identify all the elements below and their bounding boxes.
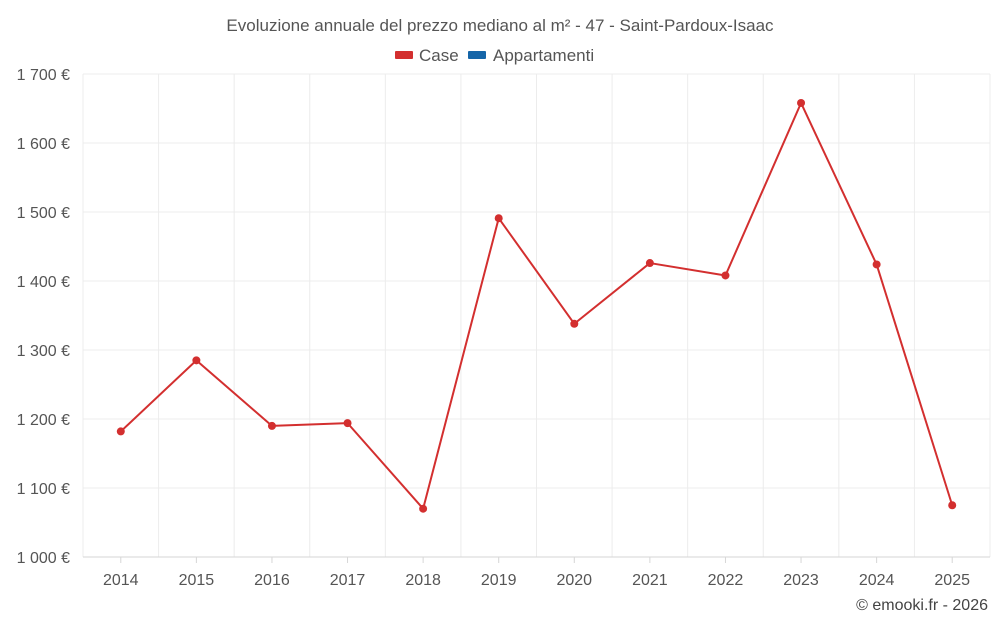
grid	[82, 73, 991, 557]
credit-text: © emooki.fr - 2026	[856, 597, 988, 614]
x-tick-label: 2015	[179, 572, 215, 589]
data-point-case[interactable]	[192, 356, 201, 365]
legend-item-case[interactable]: Case	[395, 46, 459, 65]
data-point-case[interactable]	[948, 501, 957, 510]
data-point-case[interactable]	[645, 259, 654, 268]
y-tick-label: 1 100 €	[17, 481, 70, 498]
y-tick-label: 1 300 €	[17, 343, 70, 360]
x-tick-label: 2025	[934, 572, 970, 589]
y-tick-label: 1 600 €	[17, 136, 70, 153]
data-point-case[interactable]	[343, 419, 352, 428]
y-tick-label: 1 400 €	[17, 274, 70, 291]
series-line-case	[120, 101, 954, 510]
x-tick-label: 2016	[254, 572, 290, 589]
series-case	[116, 98, 957, 513]
data-point-case[interactable]	[721, 271, 730, 280]
x-axis: 2014 2015 2016 2017 2018 2019 2020 2021 2022 2023…	[83, 556, 990, 589]
x-tick-label: 2023	[783, 572, 819, 589]
y-tick-label: 1 500 €	[17, 205, 70, 222]
x-tick-label: 2017	[330, 572, 366, 589]
chart-title: Evoluzione annuale del prezzo mediano al…	[226, 16, 774, 35]
x-tick-label: 2021	[632, 572, 668, 589]
data-point-case[interactable]	[872, 260, 881, 269]
data-point-case[interactable]	[419, 504, 428, 513]
data-point-case[interactable]	[494, 214, 503, 223]
x-tick-label: 2019	[481, 572, 517, 589]
legend-swatch-appartamenti	[468, 51, 486, 59]
y-axis: 1 000 € 1 100 € 1 200 € 1 300 € 1 400 € 1 500…	[17, 67, 70, 567]
data-point-case[interactable]	[570, 319, 579, 328]
x-tick-label: 2018	[405, 572, 441, 589]
legend-label-appartamenti: Appartamenti	[493, 46, 594, 65]
data-point-case[interactable]	[267, 421, 276, 430]
y-tick-label: 1 000 €	[17, 550, 70, 567]
data-point-case[interactable]	[797, 98, 806, 107]
legend: Case Appartamenti	[395, 46, 594, 65]
x-tick-label: 2020	[556, 572, 592, 589]
x-tick-label: 2014	[103, 572, 139, 589]
legend-label-case: Case	[419, 46, 459, 65]
x-tick-label: 2024	[859, 572, 895, 589]
y-tick-label: 1 700 €	[17, 67, 70, 84]
x-tick-label: 2022	[708, 572, 744, 589]
data-point-case[interactable]	[116, 427, 125, 436]
legend-swatch-case	[395, 51, 413, 59]
legend-item-appartamenti[interactable]: Appartamenti	[468, 46, 594, 65]
y-tick-label: 1 200 €	[17, 412, 70, 429]
